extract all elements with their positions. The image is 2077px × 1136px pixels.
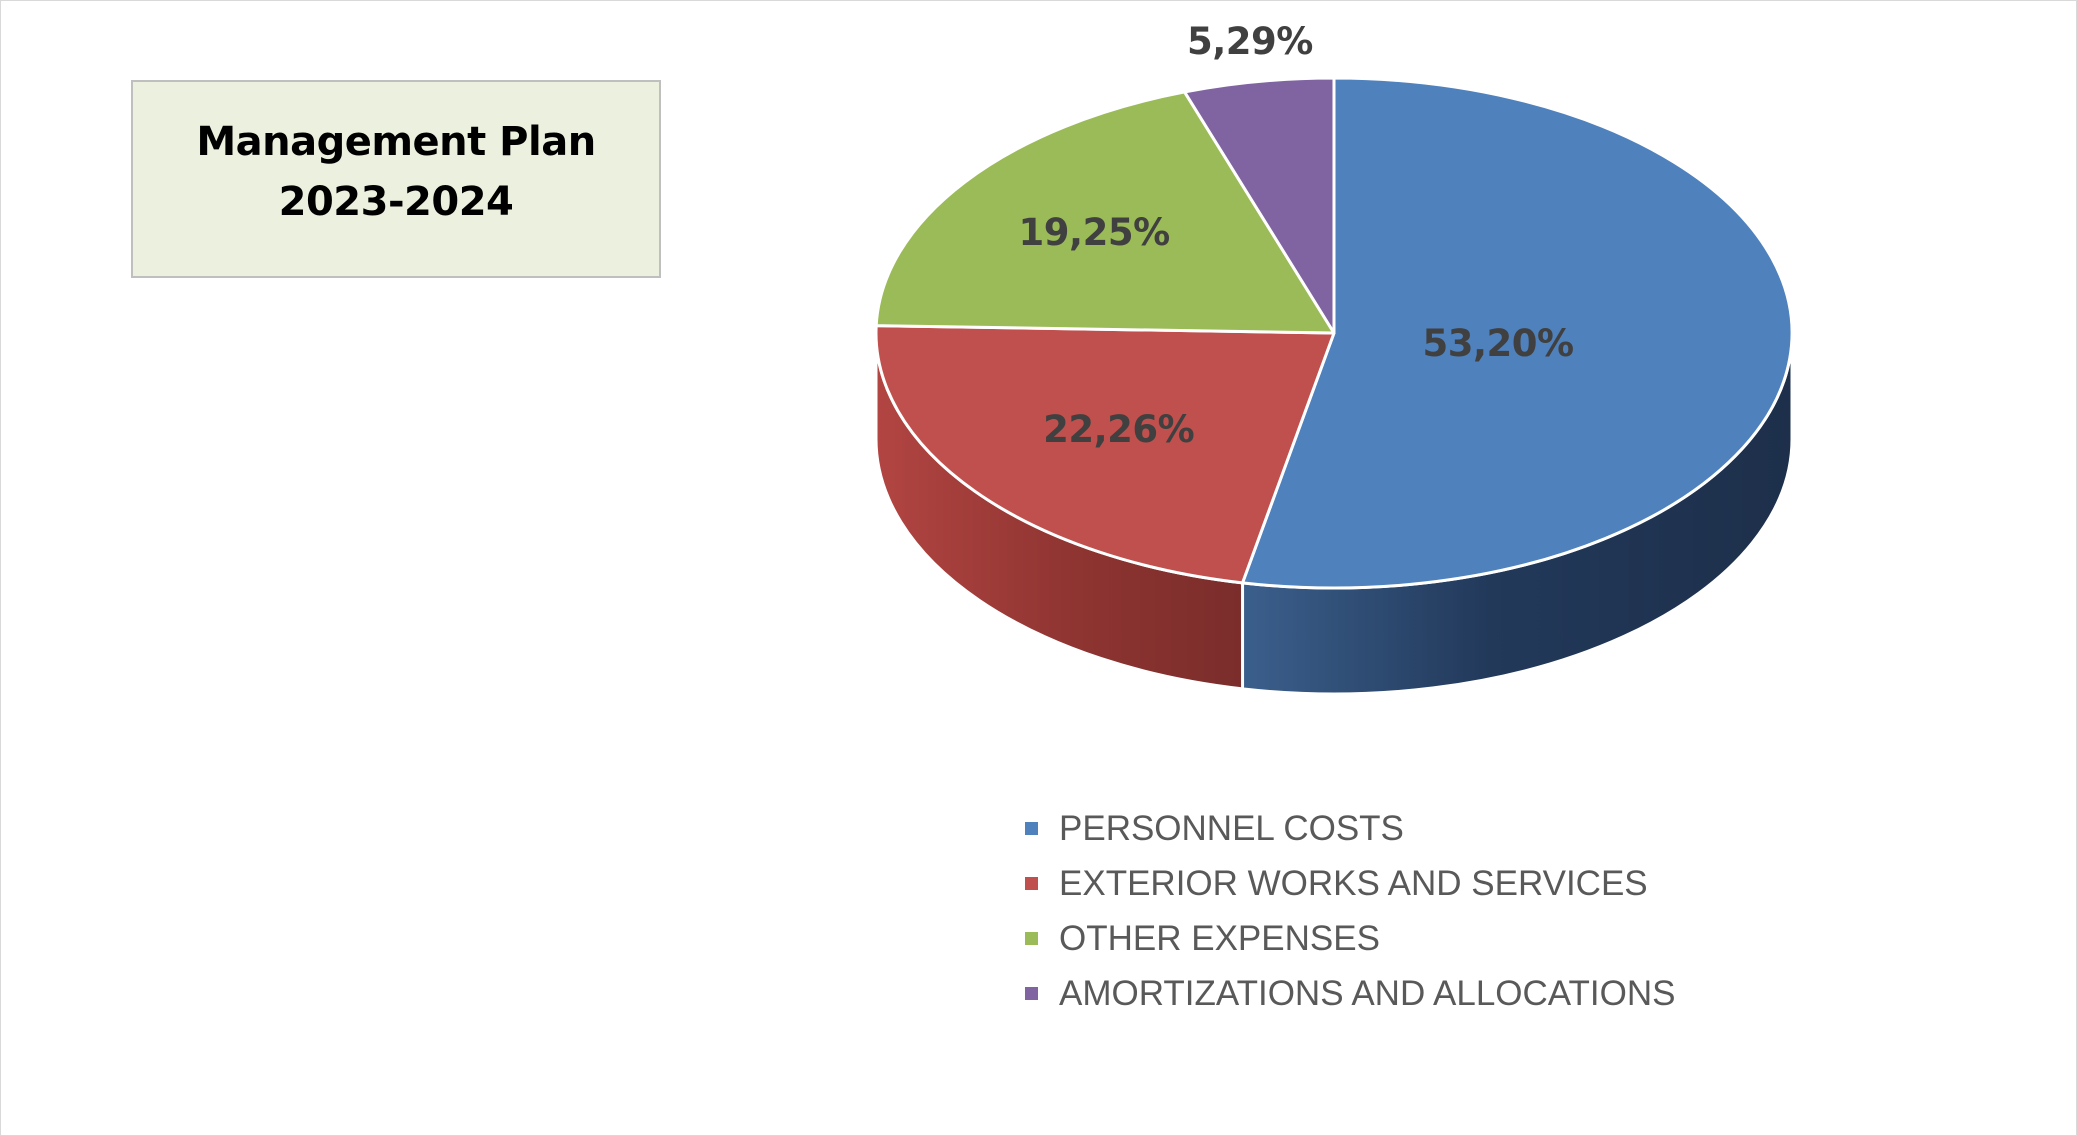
data-label-0: 53,20%: [1422, 322, 1573, 365]
pie-labels-group: 53,20% 22,26% 19,25% 5,29%: [1019, 20, 1575, 451]
chart-title-line-1: Management Plan: [196, 119, 596, 165]
pie-slice-2: [874, 90, 1336, 335]
chart-title-box: Management Plan 2023-2024: [131, 80, 661, 278]
chart-title-line-2: 2023-2024: [278, 179, 514, 225]
legend-item-exterior-works: EXTERIOR WORKS AND SERVICES: [1025, 856, 1676, 911]
legend-label: EXTERIOR WORKS AND SERVICES: [1059, 863, 1648, 903]
data-label-3: 5,29%: [1187, 20, 1313, 63]
legend: PERSONNEL COSTS EXTERIOR WORKS AND SERVI…: [1025, 801, 1676, 1021]
legend-label: OTHER EXPENSES: [1059, 918, 1380, 958]
legend-swatch: [1025, 987, 1038, 1000]
legend-item-personnel-costs: PERSONNEL COSTS: [1025, 801, 1676, 856]
legend-item-amortizations: AMORTIZATIONS AND ALLOCATIONS: [1025, 966, 1676, 1021]
data-label-1: 22,26%: [1043, 408, 1194, 451]
pie-tops-group: [874, 76, 1794, 590]
legend-label: PERSONNEL COSTS: [1059, 808, 1404, 848]
legend-swatch: [1025, 932, 1038, 945]
pie-slice-3: [1183, 76, 1336, 335]
data-label-2: 19,25%: [1019, 211, 1170, 254]
legend-swatch: [1025, 877, 1038, 890]
pie-slice-1: [874, 324, 1336, 585]
legend-item-other-expenses: OTHER EXPENSES: [1025, 911, 1676, 966]
pie-slice-0: [1241, 76, 1794, 590]
legend-label: AMORTIZATIONS AND ALLOCATIONS: [1059, 973, 1676, 1013]
legend-swatch: [1025, 822, 1038, 835]
